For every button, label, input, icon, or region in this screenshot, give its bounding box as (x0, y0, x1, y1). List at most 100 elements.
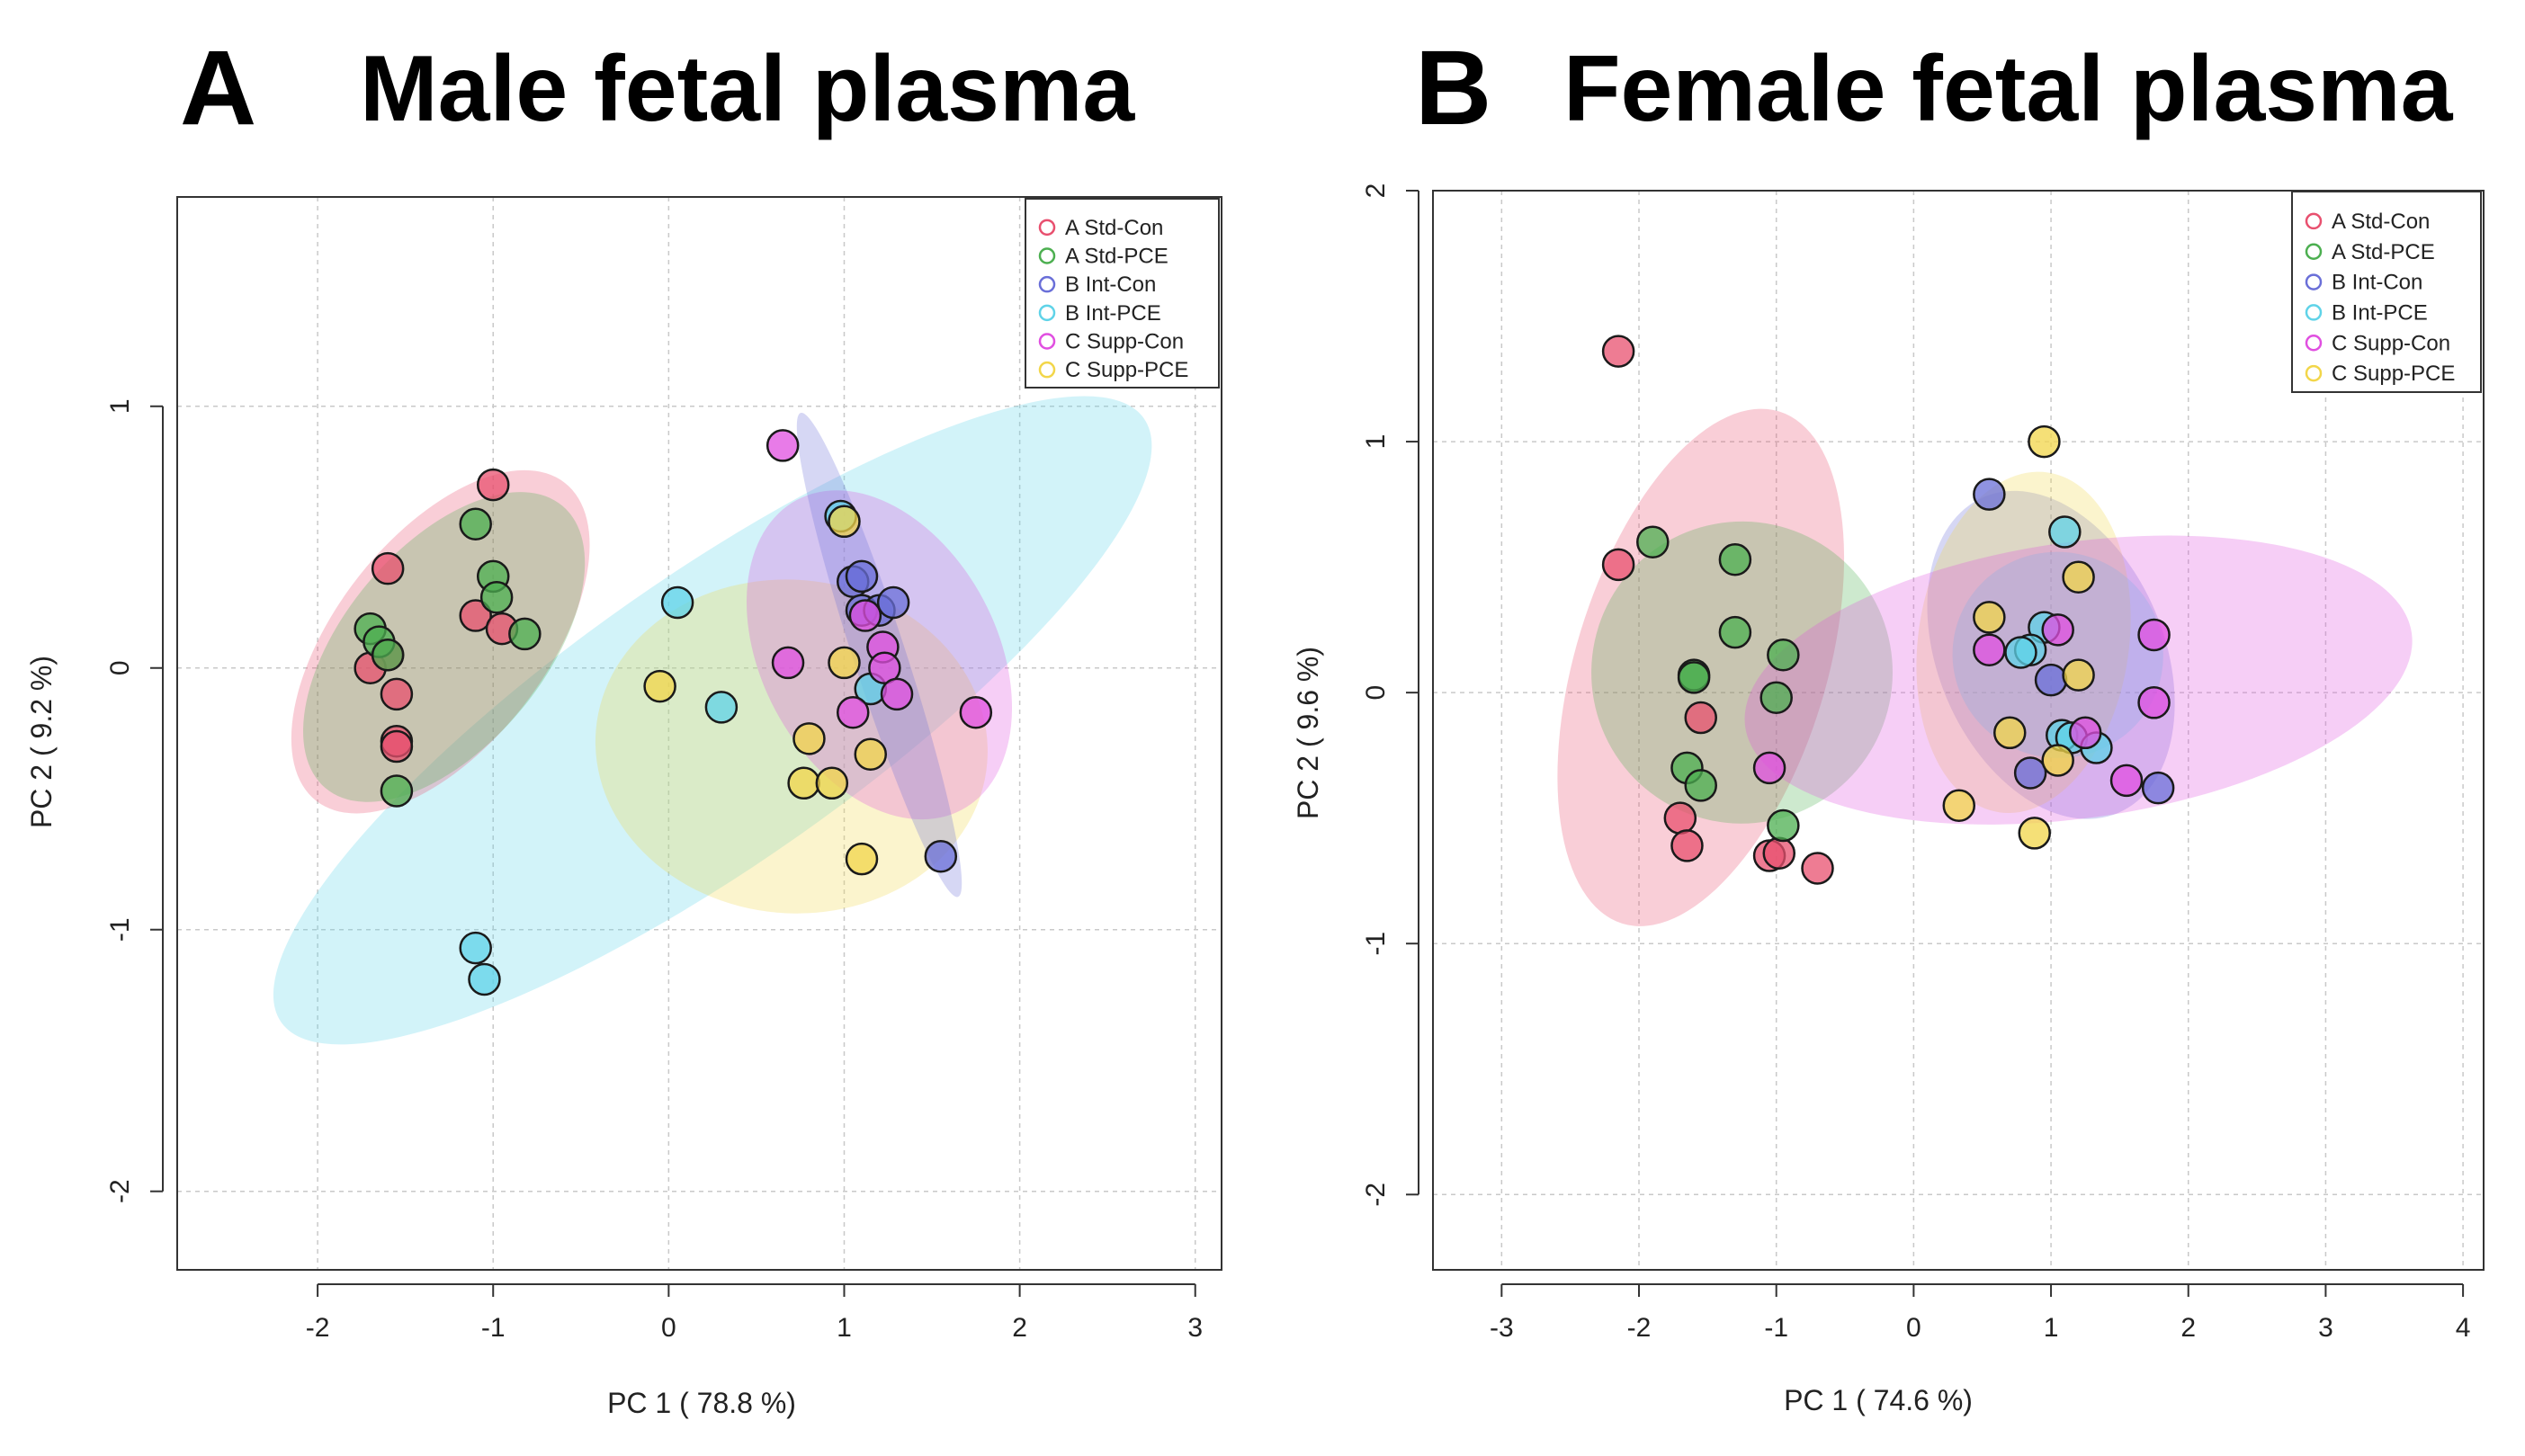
x-tick-label: -2 (1627, 1313, 1652, 1343)
legend-marker-a-std-con (1038, 219, 1056, 237)
point-a-std-pce (1718, 542, 1752, 576)
legend-marker-b-int-pce (1038, 304, 1056, 322)
point-c-supp-pce (2062, 560, 2095, 594)
point-b-int-pce (704, 691, 739, 724)
point-a-std-pce (1759, 681, 1793, 714)
point-b-int-con (2034, 663, 2068, 697)
x-axis: -2 -1 0 1 2 3 (306, 1283, 1203, 1343)
y-tick-label: -1 (105, 917, 135, 942)
point-c-supp-con (880, 677, 914, 711)
point-a-std-con (380, 677, 414, 711)
point-c-supp-pce (828, 646, 861, 680)
point-c-supp-con (771, 646, 805, 680)
x-tick-label: 0 (1906, 1313, 1921, 1343)
point-b-int-pce (660, 585, 694, 620)
ellipse-a-std-pce (1591, 521, 1893, 824)
legend-marker-c-supp-con (1038, 333, 1056, 350)
legend-label-a-std-con: A Std-Con (2332, 210, 2430, 234)
y-tick-label: 1 (1361, 434, 1391, 450)
y-tick-label: -2 (105, 1179, 135, 1203)
x-tick-label: 3 (2318, 1313, 2333, 1343)
ellipse-b-int-con (1927, 490, 2175, 819)
x-tick-label: 2 (1012, 1313, 1027, 1343)
y-tick-label: -2 (1361, 1183, 1391, 1207)
ellipse-a-std-pce (303, 492, 586, 802)
pca-plot-male: -2 -1 0 1 2 3 PC 1 ( 78.8 %) -2 -1 0 1 PC 2 ( 9.2 %… (25, 196, 1222, 1419)
point-c-supp-con (2137, 686, 2171, 719)
legend-label-b-int-con: B Int-Con (2332, 271, 2422, 295)
point-c-supp-con (848, 599, 882, 632)
grid (177, 197, 1222, 1270)
point-c-supp-con (959, 695, 993, 729)
point-c-supp-con (836, 695, 870, 729)
point-c-supp-pce (643, 669, 676, 703)
legend-marker-c-supp-con (2305, 335, 2323, 352)
x-tick-label: 3 (1187, 1313, 1203, 1343)
point-c-supp-pce (2018, 817, 2051, 850)
point-b-int-pce (2048, 515, 2082, 549)
legend-marker-c-supp-pce (2305, 364, 2323, 382)
point-a-std-pce (479, 580, 514, 614)
point-c-supp-pce (845, 842, 879, 876)
data-points (1601, 335, 2175, 885)
plot-frame (176, 196, 1222, 1271)
point-c-supp-con (2041, 613, 2074, 647)
point-c-supp-con (766, 429, 800, 462)
x-tick-label: -1 (481, 1313, 506, 1343)
legend-label-a-std-pce: A Std-PCE (2332, 240, 2435, 264)
legend-label-b-int-pce: B Int-PCE (1065, 301, 1161, 326)
legend-label-a-std-pce: A Std-PCE (1065, 245, 1168, 269)
point-c-supp-pce (2041, 744, 2074, 777)
legend: A Std-Con A Std-PCE B Int-Con B Int-PCE C Su… (2291, 191, 2482, 393)
point-a-std-con (371, 551, 405, 585)
point-c-supp-pce (828, 505, 861, 539)
legend-label-b-int-con: B Int-Con (1065, 272, 1156, 297)
point-a-std-con (1684, 701, 1717, 735)
plot-frame (1432, 190, 2485, 1271)
x-tick-label: 1 (837, 1313, 852, 1343)
x-tick-label: 0 (661, 1313, 676, 1343)
point-b-int-con (876, 585, 910, 620)
point-c-supp-con (2109, 764, 2144, 798)
panel-male-fetal-plasma: A Male fetal plasma -2 -1 0 1 2 3 PC 1 ( 78.8 … (0, 0, 1262, 1456)
legend-label-a-std-con: A Std-Con (1065, 216, 1163, 240)
point-a-std-pce (1718, 615, 1752, 649)
y-tick-label: 2 (1361, 183, 1391, 199)
point-a-std-pce (1767, 639, 1800, 672)
legend-box (2291, 191, 2482, 393)
point-c-supp-pce (1942, 789, 1976, 822)
point-b-int-con (2013, 756, 2047, 790)
chart-title-male: Male fetal plasma (360, 37, 1135, 141)
legend-label-c-supp-con: C Supp-Con (2332, 331, 2450, 355)
point-b-int-con (2141, 771, 2175, 805)
point-a-std-con (1762, 836, 1796, 870)
point-c-supp-pce (2062, 658, 2095, 692)
point-a-std-pce (1636, 525, 1670, 558)
x-tick-label: 1 (2044, 1313, 2059, 1343)
x-tick-label: -3 (1490, 1313, 1514, 1343)
point-a-std-pce (459, 507, 492, 540)
ellipse-a-std-con (291, 469, 590, 814)
point-c-supp-pce (787, 766, 820, 800)
legend-marker-b-int-con (1038, 275, 1056, 293)
y-axis: -2 -1 0 1 (105, 398, 164, 1203)
point-a-std-con (1601, 335, 1635, 368)
y-axis-label: PC 2 ( 9.2 %) (25, 656, 58, 828)
point-a-std-con (1801, 852, 1834, 885)
data-points (354, 429, 993, 996)
point-c-supp-pce (854, 737, 887, 772)
legend-marker-a-std-pce (2305, 243, 2323, 260)
y-axis-label: PC 2 ( 9.6 %) (1292, 647, 1324, 819)
point-c-supp-pce (815, 766, 849, 800)
point-b-int-con (1973, 478, 2006, 511)
point-c-supp-pce (2028, 424, 2061, 459)
y-tick-label: -1 (1361, 932, 1391, 956)
pca-plot-female: -3 -2 -1 0 1 2 3 4 PC 1 ( 74.6 %) -2 -1 0 1 2 PC 2 ( 9… (1292, 183, 2485, 1416)
x-axis-label: PC 1 ( 78.8 %) (607, 1387, 796, 1419)
x-axis-label: PC 1 ( 74.6 %) (1784, 1384, 1973, 1416)
point-a-std-pce (1767, 808, 1800, 843)
x-tick-label: 2 (2180, 1313, 2196, 1343)
point-a-std-con (476, 468, 510, 502)
legend: A Std-Con A Std-PCE B Int-Con B Int-PCE C Su… (1025, 198, 1220, 389)
point-c-supp-con (1973, 633, 2006, 666)
